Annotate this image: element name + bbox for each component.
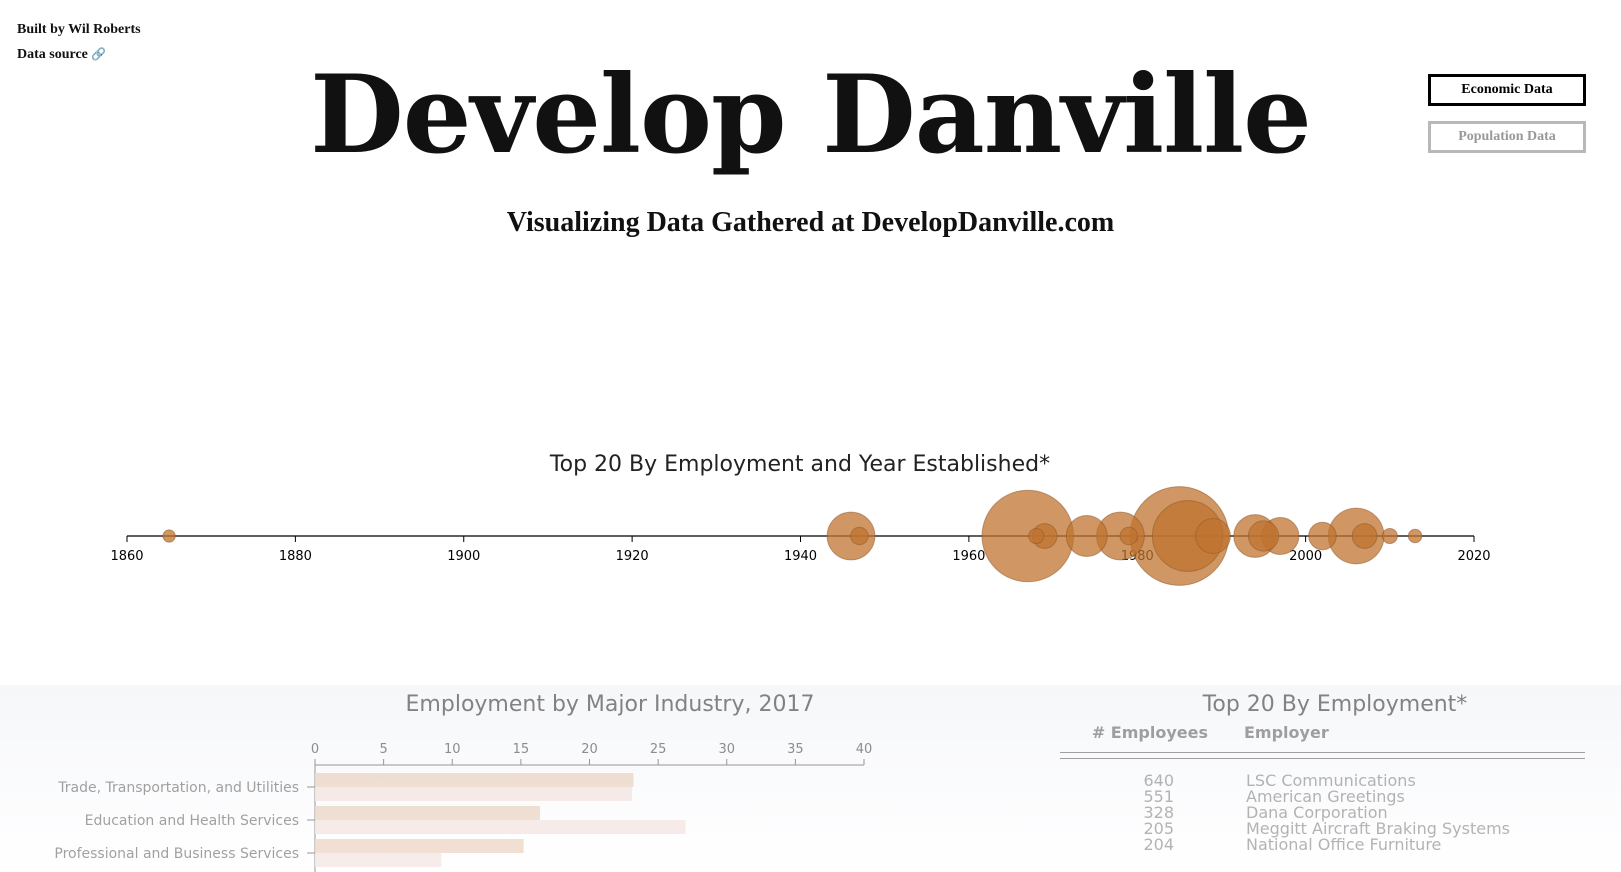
bar-tick-label: 0 [311,742,319,757]
industry-bar [315,806,541,820]
bar-tick-label: 15 [513,742,530,757]
table-header-rule [1060,752,1585,759]
timeline-bubble [850,526,869,546]
industry-bar [315,820,686,834]
data-source-label[interactable]: Data source [17,47,88,62]
bar-chart-categories: Trade, Transportation, and Utilities Educ… [54,780,315,862]
table-body: 640 LSC Communications 551 American Greetin… [1060,773,1585,853]
credits: Built by Wil Roberts Data source 🔗 [17,18,141,67]
timeline-bubble [1195,518,1231,554]
timeline-bubble [1247,520,1280,552]
lower-section: Employment by Major Industry, 2017 0 5 10 1… [0,685,1621,872]
table-title-svg: Top 20 By Employment* [1202,692,1468,717]
employee-count: 328 [1143,803,1174,822]
industry-bar [315,773,634,787]
economic-data-button[interactable]: Economic Data [1428,74,1586,106]
bar-tick-label: 35 [787,742,804,757]
bar-category-label: Trade, Transportation, and Utilities [57,780,299,796]
employers-table: # Employees Employer 640 LSC Communicatio… [1060,685,1585,853]
timeline-bubble [1308,521,1337,551]
bar-tick-label: 5 [379,742,387,757]
timeline-title: Top 20 By Employment and Year Establishe… [549,452,1050,477]
employee-count: 551 [1143,787,1174,806]
page-title: Develop Danville [310,52,1312,178]
employee-count: 204 [1143,835,1174,854]
timeline-bubbles [162,486,1423,586]
timeline-bubble [1028,527,1045,545]
timeline-bubble [1119,526,1139,546]
employer-name: American Greetings [1246,787,1405,806]
table-row: 205 Meggitt Aircraft Braking Systems [1060,821,1585,837]
data-source-link[interactable]: Data source 🔗 [17,42,141,67]
table-title: Top 20 By Employment* [1202,692,1468,717]
bar-category-label: Professional and Business Services [54,846,299,862]
timeline-bubble [1407,528,1423,544]
timeline-tick-label: 1860 [110,549,143,564]
timeline-bubble [1381,527,1398,545]
timeline-bubble [981,489,1075,583]
bar-tick-label: 20 [581,742,598,757]
employer-name: LSC Communications [1246,771,1416,790]
col-employees: # Employees [1091,723,1208,742]
timeline-tick-label: 2000 [1289,549,1322,564]
bar-chart-title: Employment by Major Industry, 2017 [406,692,815,717]
table-row: 640 LSC Communications [1060,773,1585,789]
table-row: 551 American Greetings [1060,789,1585,805]
industry-bar [315,853,442,867]
timeline-tick-label: 1900 [447,549,480,564]
col-employer: Employer [1244,723,1329,742]
employee-count: 640 [1143,771,1174,790]
bar-tick-label: 40 [856,742,873,757]
table-row: 328 Dana Corporation [1060,805,1585,821]
page-subtitle: Visualizing Data Gathered at DevelopDanv… [506,207,1115,238]
bar-chart-bars [315,773,686,867]
industry-bar [315,787,633,801]
table-row: 204 National Office Furniture [1060,837,1585,853]
industry-bar [315,839,524,853]
timeline-tick-label: 1920 [616,549,649,564]
timeline-bubble [1065,515,1108,557]
table-header: # Employees Employer [1060,685,1585,742]
timeline-tick-label: 1880 [279,549,312,564]
timeline-tick-label: 1940 [784,549,817,564]
link-icon[interactable]: 🔗 [91,47,107,61]
timeline-chart: Top 20 By Employment and Year Establishe… [110,452,1491,586]
employer-name: National Office Furniture [1246,835,1442,854]
bar-tick-label: 30 [718,742,735,757]
timeline-bubble [1351,523,1378,549]
employer-name: Meggitt Aircraft Braking Systems [1246,819,1510,838]
employee-count: 205 [1143,819,1174,838]
bar-chart-axis: 0 5 10 15 20 25 30 35 40 [311,742,872,872]
bar-tick-label: 25 [650,742,667,757]
bar-tick-label: 10 [444,742,461,757]
built-by: Built by Wil Roberts [17,22,141,37]
timeline-tick-label: 1960 [952,549,985,564]
bar-category-label: Education and Health Services [85,813,299,829]
industry-bar-chart: Employment by Major Industry, 2017 0 5 10 1… [54,692,872,872]
timeline-bubble [162,529,176,543]
employer-name: Dana Corporation [1246,803,1388,822]
population-data-button[interactable]: Population Data [1428,121,1586,153]
timeline-tick-label: 2020 [1457,549,1490,564]
